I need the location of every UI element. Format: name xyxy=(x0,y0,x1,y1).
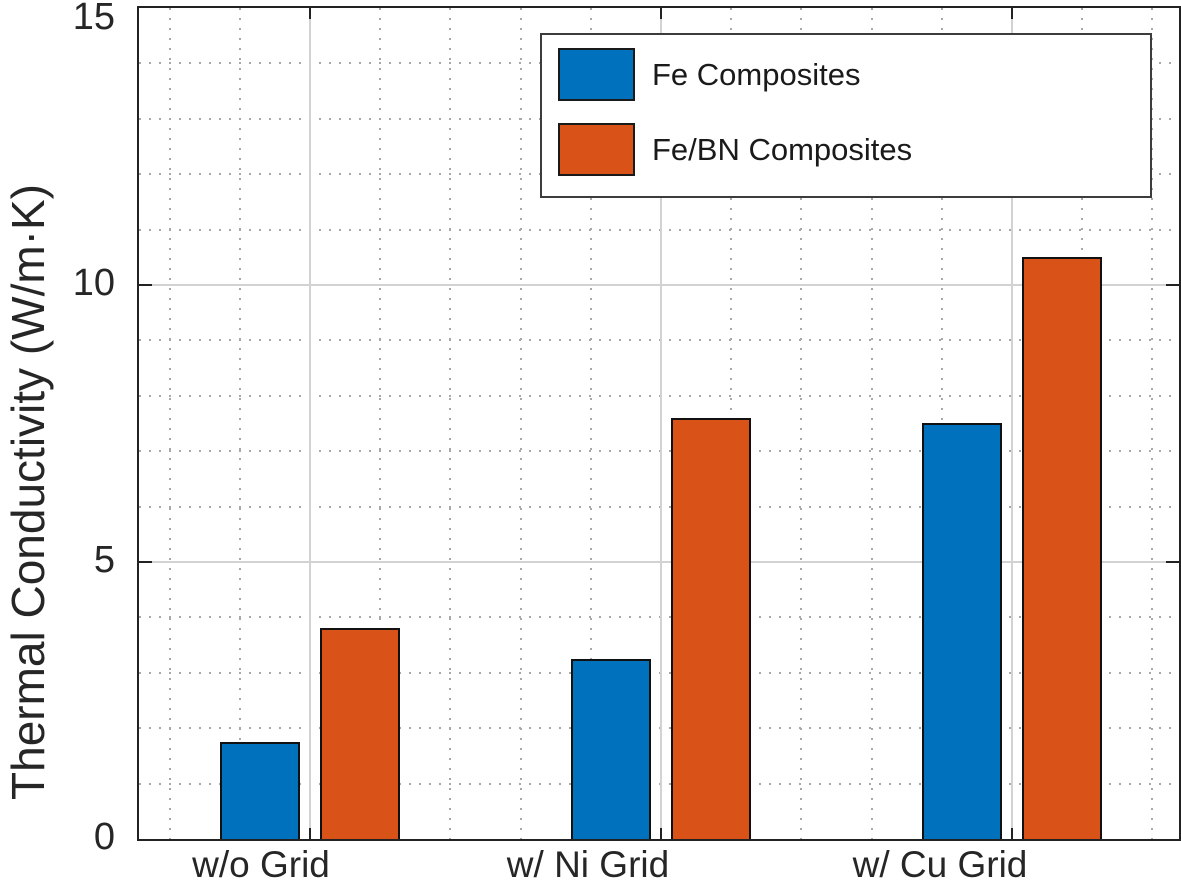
major-gridline-vertical xyxy=(659,8,662,839)
legend-swatch-fe xyxy=(558,48,635,101)
legend-label: Fe Composites xyxy=(652,56,861,92)
major-gridline-vertical xyxy=(308,8,311,839)
major-gridline-horizontal xyxy=(139,284,1179,286)
minor-gridline-horizontal xyxy=(139,339,1179,342)
major-gridline-vertical xyxy=(1010,8,1013,839)
minor-gridline-horizontal xyxy=(139,394,1179,397)
x-tick-label: w/ Ni Grid xyxy=(506,844,670,885)
y-tick-label: 15 xyxy=(72,0,115,38)
y-tick-label: 5 xyxy=(93,539,115,581)
legend-item: Fe Composites xyxy=(542,48,1150,101)
minor-gridline-horizontal xyxy=(139,450,1179,453)
fe-composites-bar xyxy=(570,659,651,839)
y-tick-label: 0 xyxy=(93,816,115,858)
minor-gridline-vertical xyxy=(378,8,381,839)
febn-composites-bar xyxy=(670,418,751,839)
minor-gridline-horizontal xyxy=(139,228,1179,231)
minor-gridline-vertical xyxy=(168,8,171,839)
minor-gridline-vertical xyxy=(799,8,802,839)
minor-gridline-horizontal xyxy=(139,727,1179,730)
x-tick-mark-bottom xyxy=(308,828,311,839)
fe-composites-bar xyxy=(219,742,300,839)
x-tick-mark-top xyxy=(1010,8,1013,19)
minor-gridline-horizontal xyxy=(139,616,1179,619)
minor-gridline-vertical xyxy=(448,8,451,839)
x-tick-label: w/o Grid xyxy=(192,844,330,885)
y-tick-mark-right xyxy=(1166,561,1179,563)
minor-gridline-vertical xyxy=(519,8,522,839)
legend-item: Fe/BN Composites xyxy=(542,123,1150,176)
major-gridline-horizontal xyxy=(139,561,1179,563)
minor-gridline-vertical xyxy=(589,8,592,839)
legend-swatch-febn xyxy=(558,123,635,176)
legend: Fe Composites Fe/BN Composites xyxy=(540,33,1152,198)
x-tick-mark-top xyxy=(659,8,662,19)
minor-gridline-horizontal xyxy=(139,505,1179,508)
febn-composites-bar xyxy=(1021,257,1102,839)
minor-gridline-horizontal xyxy=(139,782,1179,785)
x-tick-label: w/ Cu Grid xyxy=(852,844,1028,885)
y-tick-mark-right xyxy=(1166,284,1179,286)
minor-gridline-vertical xyxy=(870,8,873,839)
x-tick-mark-bottom xyxy=(1010,828,1013,839)
minor-gridline-vertical xyxy=(1150,8,1153,839)
fe-composites-bar xyxy=(921,423,1002,839)
minor-gridline-horizontal xyxy=(139,671,1179,674)
y-tick-mark-left xyxy=(139,284,152,286)
minor-gridline-vertical xyxy=(238,8,241,839)
x-tick-mark-bottom xyxy=(659,828,662,839)
y-tick-label: 10 xyxy=(72,262,115,304)
y-tick-mark-left xyxy=(139,561,152,563)
x-tick-mark-top xyxy=(308,8,311,19)
legend-label: Fe/BN Composites xyxy=(652,131,913,167)
febn-composites-bar xyxy=(319,628,400,839)
